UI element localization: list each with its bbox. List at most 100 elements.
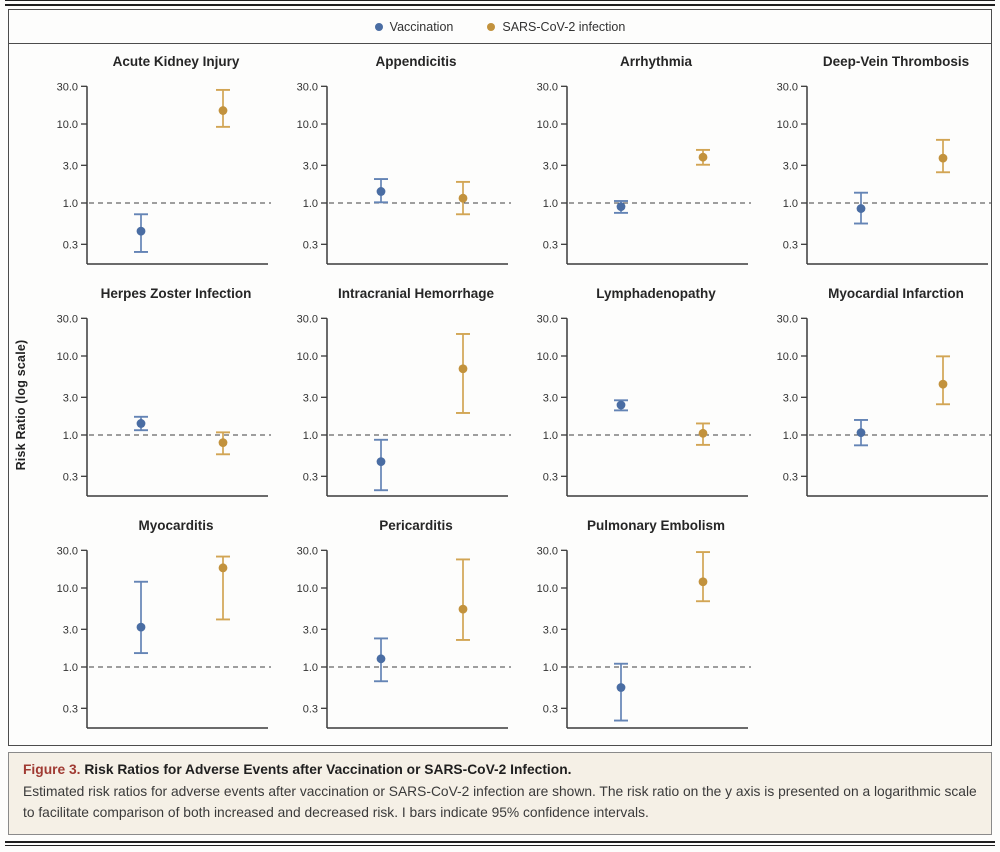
panel-plot: Myocarditis 30.0 10.0 3.0 1.0 0.3: [57, 518, 271, 729]
y-tick-label: 30.0: [297, 313, 318, 325]
legend-item-vaccination: Vaccination: [374, 19, 454, 34]
panel-plot: Lymphadenopathy 30.0 10.0 3.0 1.0 0.3: [537, 286, 751, 497]
panel-intracranial-hemorrhage: Intracranial Hemorrhage 30.0 10.0 3.0 1.0 0.3: [271, 282, 511, 514]
y-tick-label: 10.0: [297, 583, 318, 595]
data-point-vaccination: [376, 457, 386, 467]
y-tick-label: 3.0: [63, 624, 78, 636]
panel-plot: Myocardial Infarction 30.0 10.0 3.0 1.0 0.3: [777, 286, 991, 497]
y-tick-label: 10.0: [537, 583, 558, 595]
data-point-infection: [938, 153, 948, 163]
data-point-infection: [698, 428, 708, 438]
panel-deep-vein-thrombosis: Deep-Vein Thrombosis 30.0 10.0 3.0 1.0 0.3: [751, 50, 991, 282]
panel-appendicitis: Appendicitis 30.0 10.0 3.0 1.0 0.3: [271, 50, 511, 282]
y-tick-label: 30.0: [57, 545, 78, 557]
infection-dot-icon: [487, 22, 496, 31]
y-tick-label: 0.3: [543, 239, 558, 251]
panel-grid: Acute Kidney Injury 30.0 10.0 3.0 1.0 0.3 Appe…: [9, 44, 991, 746]
caption-body: Estimated risk ratios for adverse events…: [23, 784, 977, 820]
y-tick-label: 1.0: [303, 198, 318, 210]
data-point-infection: [698, 152, 708, 162]
panel-plot: Appendicitis 30.0 10.0 3.0 1.0 0.3: [297, 54, 511, 265]
y-tick-label: 1.0: [63, 430, 78, 442]
data-point-vaccination: [856, 428, 866, 438]
bottom-rule-thick: [5, 841, 995, 844]
figure-number-label: Figure 3.: [23, 762, 81, 777]
y-tick-label: 30.0: [537, 545, 558, 557]
panel-title: Acute Kidney Injury: [113, 54, 240, 69]
top-rule-thin: [5, 0, 995, 1]
y-tick-label: 0.3: [63, 703, 78, 715]
vaccination-dot-icon: [374, 22, 383, 31]
data-point-vaccination: [616, 400, 626, 410]
y-tick-label: 3.0: [303, 160, 318, 172]
panel-plot: Arrhythmia 30.0 10.0 3.0 1.0 0.3: [537, 54, 751, 265]
y-tick-label: 3.0: [303, 392, 318, 404]
y-tick-label: 0.3: [783, 239, 798, 251]
data-point-infection: [938, 379, 948, 389]
y-tick-label: 0.3: [303, 239, 318, 251]
y-tick-label: 30.0: [777, 313, 798, 325]
panel-acute-kidney-injury: Acute Kidney Injury 30.0 10.0 3.0 1.0 0.3: [31, 50, 271, 282]
y-tick-label: 0.3: [543, 703, 558, 715]
y-tick-label: 3.0: [63, 392, 78, 404]
y-tick-label: 10.0: [297, 351, 318, 363]
y-tick-label: 10.0: [777, 351, 798, 363]
y-tick-label: 0.3: [63, 239, 78, 251]
y-tick-label: 0.3: [303, 471, 318, 483]
panel-title: Intracranial Hemorrhage: [338, 286, 495, 301]
y-tick-label: 1.0: [543, 430, 558, 442]
y-tick-label: 30.0: [57, 81, 78, 93]
data-point-infection: [698, 577, 708, 587]
data-point-vaccination: [616, 683, 626, 692]
panel-myocardial-infarction: Myocardial Infarction 30.0 10.0 3.0 1.0 0.3: [751, 282, 991, 514]
y-tick-label: 0.3: [543, 471, 558, 483]
data-point-vaccination: [136, 622, 146, 632]
y-tick-label: 10.0: [537, 119, 558, 131]
y-tick-label: 10.0: [57, 583, 78, 595]
data-point-infection: [458, 604, 468, 614]
y-tick-label: 1.0: [63, 662, 78, 674]
y-tick-label: 3.0: [543, 160, 558, 172]
panel-plot: Pulmonary Embolism 30.0 10.0 3.0 1.0 0.3: [537, 518, 751, 729]
y-tick-label: 0.3: [783, 471, 798, 483]
data-point-infection: [218, 438, 228, 448]
y-tick-label: 1.0: [783, 430, 798, 442]
legend-label-vaccination: Vaccination: [389, 19, 454, 34]
y-tick-label: 10.0: [57, 351, 78, 363]
data-point-vaccination: [136, 419, 146, 428]
data-point-infection: [458, 193, 468, 203]
data-point-infection: [218, 106, 228, 115]
data-point-vaccination: [136, 226, 146, 236]
legend: Vaccination SARS-CoV-2 infection: [9, 10, 991, 44]
panel-title: Myocarditis: [138, 518, 213, 533]
panel-plot: Acute Kidney Injury 30.0 10.0 3.0 1.0 0.3: [57, 54, 271, 265]
figure-caption: Figure 3. Risk Ratios for Adverse Events…: [8, 752, 992, 836]
y-tick-label: 3.0: [303, 624, 318, 636]
y-tick-label: 3.0: [63, 160, 78, 172]
y-tick-label: 10.0: [777, 119, 798, 131]
y-tick-label: 1.0: [303, 662, 318, 674]
y-tick-label: 10.0: [297, 119, 318, 131]
data-point-infection: [458, 364, 468, 374]
y-tick-label: 30.0: [537, 81, 558, 93]
panel-title: Myocardial Infarction: [828, 286, 964, 301]
y-tick-label: 0.3: [303, 703, 318, 715]
y-tick-label: 3.0: [543, 624, 558, 636]
y-tick-label: 10.0: [57, 119, 78, 131]
y-tick-label: 1.0: [783, 198, 798, 210]
panel-pericarditis: Pericarditis 30.0 10.0 3.0 1.0 0.3: [271, 514, 511, 746]
bottom-rule-thin: [5, 845, 995, 847]
y-tick-label: 1.0: [543, 662, 558, 674]
y-axis-label: Risk Ratio (log scale): [14, 339, 28, 471]
y-tick-label: 1.0: [63, 198, 78, 210]
data-point-vaccination: [376, 654, 386, 664]
panel-plot: Herpes Zoster Infection 30.0 10.0 3.0 1.0 0.3: [57, 286, 271, 497]
panel-title: Arrhythmia: [620, 54, 693, 69]
data-point-vaccination: [616, 202, 626, 212]
panel-arrhythmia: Arrhythmia 30.0 10.0 3.0 1.0 0.3: [511, 50, 751, 282]
panel-title: Lymphadenopathy: [596, 286, 716, 301]
y-tick-label: 0.3: [63, 471, 78, 483]
panel-pulmonary-embolism: Pulmonary Embolism 30.0 10.0 3.0 1.0 0.3: [511, 514, 751, 746]
top-rule-thick: [5, 4, 995, 6]
